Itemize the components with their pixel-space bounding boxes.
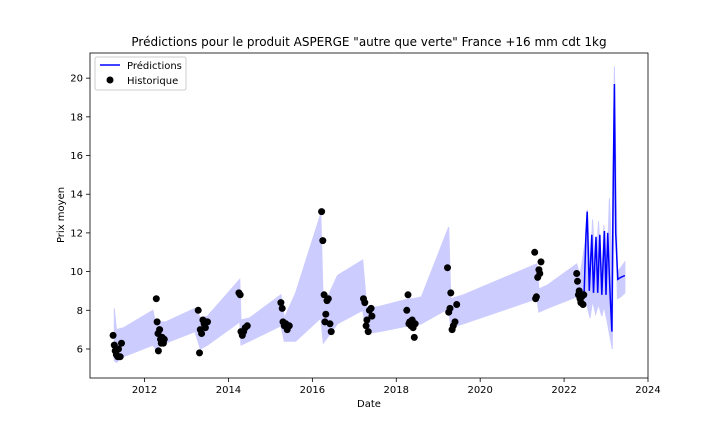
prediction-band [113, 66, 626, 364]
legend: Prédictions Historique [94, 56, 187, 91]
x-tick-label: 2018 [384, 385, 409, 396]
history-point [319, 237, 327, 245]
history-point [201, 324, 209, 332]
x-axis-label: Date [357, 399, 381, 410]
history-point [574, 277, 581, 285]
history-point [362, 322, 370, 330]
plot-frame [89, 52, 649, 379]
x-tick-label: 2020 [467, 385, 492, 396]
y-tick-label: 16 [70, 151, 83, 162]
y-axis-label: Prix moyen [56, 187, 67, 243]
x-tick-label: 2022 [551, 385, 576, 396]
legend-marker-swatch [106, 76, 114, 84]
x-tick-label: 2016 [300, 385, 325, 396]
history-point [324, 295, 332, 303]
history-point [243, 322, 251, 330]
history-point [532, 293, 540, 301]
history-point [152, 295, 160, 303]
history-point [453, 301, 461, 308]
history-point [367, 304, 375, 312]
history-point [363, 316, 371, 324]
history-point [318, 208, 326, 216]
x-tick-label: 2024 [635, 385, 660, 396]
x-axis: 2012 2014 2016 2018 2020 2022 2024 [132, 378, 661, 396]
history-point [537, 258, 545, 266]
history-point [403, 306, 411, 314]
history-point [154, 347, 162, 355]
history-point [118, 339, 125, 347]
y-axis: 6 8 10 12 14 16 18 20 [70, 74, 90, 355]
history-point [446, 304, 454, 312]
history-point [278, 304, 286, 312]
history-point [575, 287, 583, 295]
history-point [579, 301, 587, 308]
history-point [115, 345, 122, 353]
x-tick-label: 2014 [216, 385, 241, 396]
legend-label-predictions: Prédictions [127, 60, 182, 72]
y-tick-label: 20 [70, 74, 83, 85]
history-point [156, 326, 164, 334]
history-point [410, 333, 418, 341]
history-points [109, 208, 588, 361]
history-point [277, 299, 285, 307]
legend-label-history: Historique [127, 76, 178, 87]
history-point [285, 322, 293, 330]
history-point [361, 299, 369, 307]
y-tick-label: 14 [70, 190, 83, 201]
history-point [364, 328, 372, 336]
y-tick-label: 12 [70, 228, 83, 239]
history-point [580, 291, 588, 299]
history-point [160, 335, 168, 343]
history-point [326, 320, 334, 328]
history-point [368, 312, 376, 320]
x-tick-label: 2012 [132, 385, 157, 396]
chart-title: Prédictions pour le produit ASPERGE "aut… [131, 35, 606, 49]
y-tick-label: 10 [70, 267, 83, 278]
prediction-line [578, 83, 626, 332]
history-point [327, 328, 335, 336]
history-point [322, 310, 330, 318]
plot-area [89, 52, 649, 379]
history-point [573, 270, 581, 277]
y-tick-label: 6 [77, 344, 83, 355]
history-point [198, 330, 206, 337]
history-point [447, 289, 455, 297]
history-point [196, 349, 203, 357]
y-tick-label: 8 [77, 306, 83, 317]
history-point [444, 264, 451, 272]
history-point [109, 331, 117, 339]
history-point [116, 353, 124, 361]
history-point [236, 291, 244, 299]
history-point [411, 320, 419, 328]
history-point [404, 291, 412, 299]
y-tick-label: 18 [70, 112, 83, 123]
history-point [531, 248, 539, 256]
history-point [536, 270, 544, 277]
history-point [451, 318, 459, 326]
history-point [194, 306, 202, 314]
history-point [204, 318, 211, 326]
history-point [153, 318, 161, 326]
